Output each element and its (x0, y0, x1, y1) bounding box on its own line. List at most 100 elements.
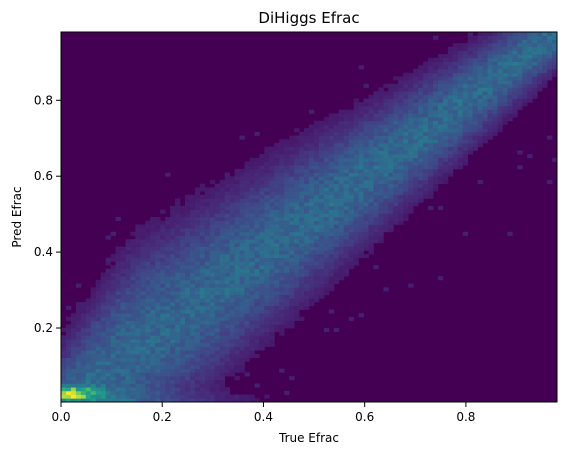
heatmap-cell (378, 150, 384, 155)
heatmap-cell (120, 350, 126, 355)
heatmap-cell (299, 316, 305, 321)
heatmap-cell (125, 353, 131, 358)
heatmap-cell (398, 157, 404, 162)
heatmap-cell (289, 242, 295, 247)
heatmap-cell (155, 383, 161, 388)
heatmap-cell (304, 254, 310, 259)
heatmap-cell (457, 150, 464, 155)
heatmap-cell (507, 91, 513, 96)
heatmap-cell (160, 239, 166, 244)
heatmap-cell (487, 35, 493, 40)
heatmap-cell (140, 320, 146, 325)
heatmap-cell (423, 176, 429, 181)
heatmap-cell (85, 328, 92, 333)
heatmap-cell (249, 305, 255, 310)
heatmap-cell (309, 168, 315, 173)
heatmap-cell (204, 242, 211, 247)
heatmap-cell (194, 350, 201, 355)
heatmap-cell (199, 194, 206, 199)
heatmap-cell (170, 350, 176, 355)
heatmap-cell (437, 161, 444, 166)
heatmap-cell (418, 72, 424, 77)
heatmap-cell (145, 242, 151, 247)
heatmap-cell (239, 316, 245, 321)
heatmap-cell (165, 313, 171, 318)
heatmap-cell (269, 161, 275, 166)
heatmap-cell (477, 72, 483, 77)
heatmap-cell (155, 339, 161, 344)
heatmap-cell (214, 217, 221, 222)
heatmap-cell (363, 202, 369, 207)
heatmap-cell (150, 357, 156, 362)
heatmap-cell (522, 54, 528, 59)
heatmap-cell (135, 398, 141, 403)
heatmap-cell (239, 350, 245, 355)
heatmap-cell (189, 379, 196, 384)
heatmap-cell (224, 350, 230, 355)
heatmap-cell (348, 165, 354, 170)
heatmap-cell (403, 87, 409, 92)
heatmap-cell (264, 394, 270, 399)
heatmap-cell (437, 106, 444, 111)
heatmap-cell (130, 261, 136, 266)
heatmap-cell (433, 94, 439, 99)
heatmap-cell (269, 194, 275, 199)
heatmap-cell (189, 294, 196, 299)
heatmap-cell (259, 250, 265, 255)
heatmap-cell (209, 268, 216, 273)
heatmap-cell (170, 294, 176, 299)
heatmap-cell (447, 65, 454, 70)
heatmap-cell (323, 176, 330, 181)
heatmap-cell (204, 383, 211, 388)
heatmap-cell (373, 117, 379, 122)
heatmap-cell (333, 172, 340, 177)
heatmap-cell (477, 94, 483, 99)
heatmap-cell (249, 320, 255, 325)
heatmap-cell (447, 146, 454, 151)
heatmap-cell (239, 294, 245, 299)
heatmap-cell (437, 124, 444, 129)
heatmap-cell (363, 128, 369, 133)
heatmap-cell (373, 209, 379, 214)
heatmap-cell (199, 239, 206, 244)
heatmap-cell (428, 113, 434, 118)
heatmap-cell (175, 242, 181, 247)
heatmap-cell (338, 265, 345, 270)
heatmap-cell (383, 187, 389, 192)
heatmap-cell (363, 150, 369, 155)
heatmap-cell (135, 228, 141, 233)
heatmap-cell (165, 390, 171, 395)
heatmap-cell (299, 157, 305, 162)
heatmap-cell (338, 187, 345, 192)
heatmap-cell (155, 390, 161, 395)
heatmap-cell (135, 265, 141, 270)
heatmap-cell (547, 76, 553, 81)
heatmap-cell (353, 154, 359, 159)
heatmap-cell (274, 316, 280, 321)
heatmap-cell (447, 150, 454, 155)
heatmap-cell (547, 180, 553, 185)
heatmap-cell (323, 328, 330, 333)
heatmap-cell (75, 390, 82, 395)
heatmap-cell (358, 235, 364, 240)
heatmap-cell (209, 309, 216, 314)
heatmap-cell (160, 305, 166, 310)
heatmap-cell (234, 272, 240, 277)
heatmap-cell (418, 69, 424, 74)
heatmap-cell (194, 320, 201, 325)
heatmap-cell (175, 313, 181, 318)
heatmap-cell (343, 172, 350, 177)
heatmap-cell (264, 298, 270, 303)
heatmap-cell (140, 313, 146, 318)
heatmap-cell (209, 365, 216, 370)
heatmap-cell (239, 305, 245, 310)
heatmap-cell (398, 191, 404, 196)
heatmap-cell (309, 235, 315, 240)
heatmap-cell (239, 276, 245, 281)
heatmap-cell (204, 324, 211, 329)
heatmap-cell (254, 342, 260, 347)
heatmap-cell (343, 202, 350, 207)
heatmap-cell (135, 305, 141, 310)
heatmap-cell (269, 324, 275, 329)
heatmap-cell (204, 265, 211, 270)
